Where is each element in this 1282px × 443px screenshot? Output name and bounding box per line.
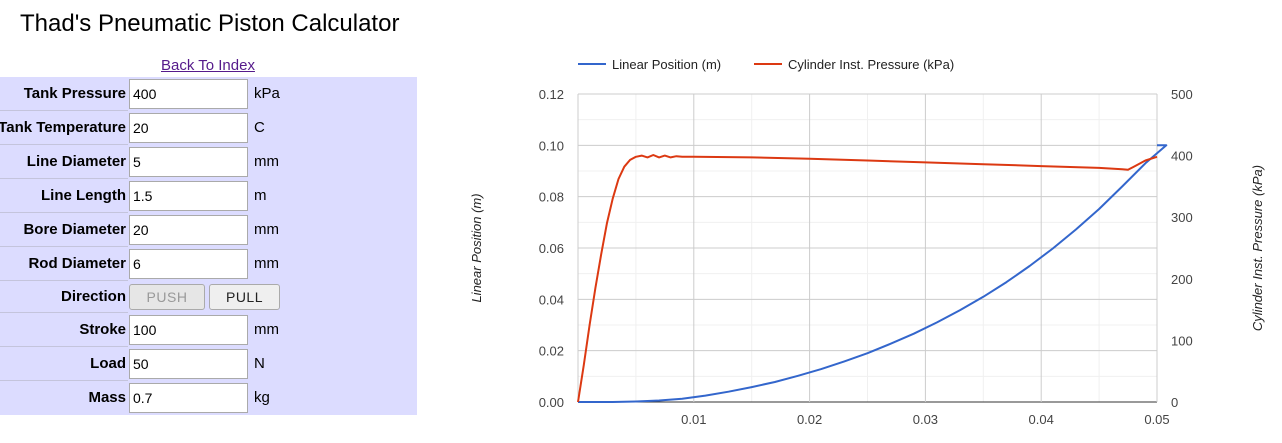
series-line-1 — [578, 144, 1168, 403]
rod-diameter-input[interactable] — [129, 249, 248, 279]
line-diameter-unit: mm — [254, 153, 279, 170]
stroke-row: Stroke mm — [0, 313, 417, 347]
rod-diameter-label: Rod Diameter — [28, 255, 126, 272]
mass-unit: kg — [254, 389, 270, 406]
x-tick-label: 0.03 — [913, 412, 938, 427]
calculator-form: Tank Pressure kPa Tank Temperature C Lin… — [0, 77, 417, 415]
y-left-tick-label: 0.08 — [539, 190, 564, 205]
legend-label-2: Cylinder Inst. Pressure (kPa) — [788, 57, 954, 72]
tank-pressure-input[interactable] — [129, 79, 248, 109]
load-row: Load N — [0, 347, 417, 381]
row-divider — [0, 212, 128, 213]
x-tick-label: 0.05 — [1144, 412, 1169, 427]
tank-pressure-unit: kPa — [254, 85, 280, 102]
y-left-tick-label: 0.02 — [539, 344, 564, 359]
y-right-tick-label: 500 — [1171, 87, 1193, 102]
line-length-unit: m — [254, 187, 267, 204]
y-right-tick-label: 300 — [1171, 210, 1193, 225]
row-divider — [0, 246, 128, 247]
row-divider — [0, 380, 128, 381]
tank-temperature-label: Tank Temperature — [0, 119, 126, 136]
line-length-label: Line Length — [41, 187, 126, 204]
tank-pressure-label: Tank Pressure — [23, 85, 126, 102]
back-to-index-link[interactable]: Back To Index — [161, 57, 255, 74]
stroke-label: Stroke — [79, 321, 126, 338]
tank-temperature-unit: C — [254, 119, 265, 136]
tank-temperature-input[interactable] — [129, 113, 248, 143]
row-divider — [0, 312, 128, 313]
line-length-input[interactable] — [129, 181, 248, 211]
y-right-tick-label: 400 — [1171, 149, 1193, 164]
load-unit: N — [254, 355, 265, 372]
rod-diameter-unit: mm — [254, 255, 279, 272]
y-left-tick-label: 0.10 — [539, 138, 564, 153]
line-diameter-input[interactable] — [129, 147, 248, 177]
pull-button[interactable]: PULL — [209, 284, 280, 310]
load-input[interactable] — [129, 349, 248, 379]
line-length-row: Line Length m — [0, 179, 417, 213]
y-right-tick-label: 100 — [1171, 333, 1193, 348]
x-tick-label: 0.02 — [797, 412, 822, 427]
mass-input[interactable] — [129, 383, 248, 413]
y-left-axis-title: Linear Position (m) — [469, 193, 484, 302]
mass-label: Mass — [88, 389, 126, 406]
load-label: Load — [90, 355, 126, 372]
y-left-tick-label: 0.04 — [539, 292, 564, 307]
y-left-tick-label: 0.00 — [539, 395, 564, 410]
direction-label: Direction — [60, 288, 126, 305]
x-tick-label: 0.01 — [681, 412, 706, 427]
row-divider — [0, 280, 128, 281]
x-tick-label: 0.04 — [1029, 412, 1054, 427]
tank-pressure-row: Tank Pressure kPa — [0, 77, 417, 111]
bore-diameter-row: Bore Diameter mm — [0, 213, 417, 247]
bore-diameter-input[interactable] — [129, 215, 248, 245]
mass-row: Mass kg — [0, 381, 417, 415]
page-title: Thad's Pneumatic Piston Calculator — [20, 10, 400, 37]
row-divider — [0, 178, 128, 179]
stroke-input[interactable] — [129, 315, 248, 345]
piston-chart: 0.00 0.02 0.04 0.06 0.08 0.10 0.12 0 100 200 300 40… — [469, 57, 1265, 427]
stroke-unit: mm — [254, 321, 279, 338]
bore-diameter-label: Bore Diameter — [23, 221, 126, 238]
y-right-tick-label: 200 — [1171, 272, 1193, 287]
direction-row: Direction PUSH PULL — [0, 281, 417, 313]
row-divider — [0, 346, 128, 347]
legend-label-1: Linear Position (m) — [612, 57, 721, 72]
bore-diameter-unit: mm — [254, 221, 279, 238]
series-line-2 — [577, 154, 1158, 403]
push-button[interactable]: PUSH — [129, 284, 205, 310]
line-diameter-label: Line Diameter — [26, 153, 126, 170]
row-divider — [0, 144, 128, 145]
y-left-tick-label: 0.12 — [539, 87, 564, 102]
y-left-tick-label: 0.06 — [539, 241, 564, 256]
line-diameter-row: Line Diameter mm — [0, 145, 417, 179]
y-right-tick-label: 0 — [1171, 395, 1178, 410]
tank-temperature-row: Tank Temperature C — [0, 111, 417, 145]
row-divider — [0, 110, 128, 111]
y-right-axis-title: Cylinder Inst. Pressure (kPa) — [1250, 165, 1265, 331]
rod-diameter-row: Rod Diameter mm — [0, 247, 417, 281]
